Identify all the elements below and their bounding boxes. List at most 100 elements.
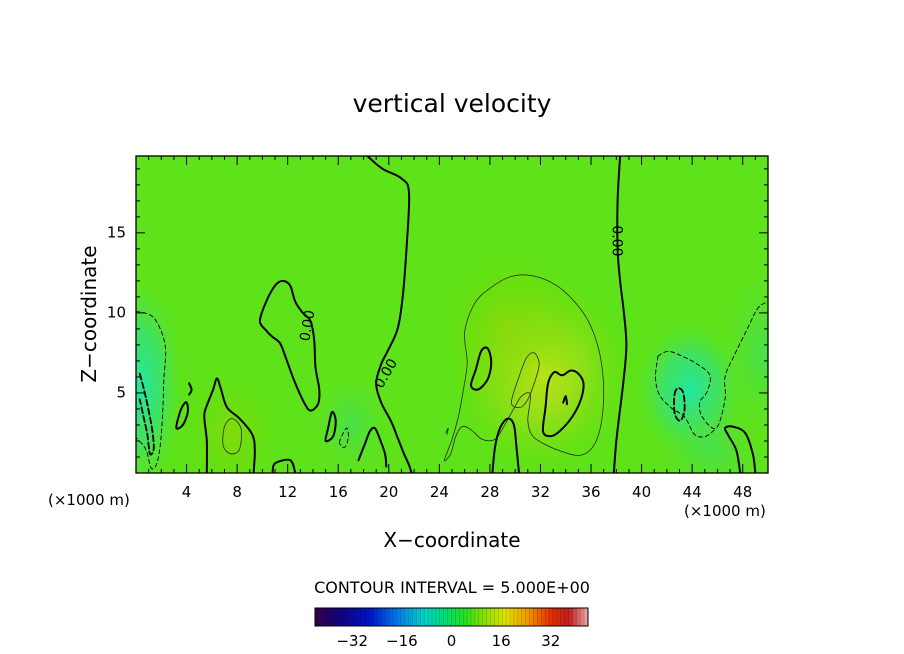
contour-zero-9 <box>491 417 520 473</box>
colorbar-swatch-13 <box>365 608 370 626</box>
colorbar-swatch-58 <box>541 608 546 626</box>
colorbar-swatch-7 <box>342 608 347 626</box>
x-axis-label: X−coordinate <box>383 528 520 552</box>
shade-mild-low-right <box>660 400 762 473</box>
x-tick-label-24: 24 <box>430 483 449 501</box>
colorbar-swatch-12 <box>361 608 366 626</box>
colorbar-swatch-60 <box>549 608 554 626</box>
colorbar-swatch-45 <box>490 608 495 626</box>
colorbar-swatch-68 <box>580 608 585 626</box>
x-unit-right: (×1000 m) <box>684 502 766 520</box>
colorbar-ticks: −32 −16 0 16 32 <box>336 632 560 650</box>
contour-zero-1 <box>612 156 628 473</box>
colorbar-swatch-35 <box>451 608 456 626</box>
colorbar-swatch-50 <box>510 608 515 626</box>
colorbar-swatch-57 <box>537 608 542 626</box>
colorbar-swatch-67 <box>576 608 581 626</box>
colorbar-swatch-25 <box>412 608 417 626</box>
colorbar-swatch-55 <box>529 608 534 626</box>
x-tick-label-4: 4 <box>182 483 192 501</box>
colorbar-swatch-37 <box>459 608 464 626</box>
x-tick-label-32: 32 <box>531 483 550 501</box>
colorbar-swatch-22 <box>400 608 405 626</box>
colorbar-swatch-28 <box>424 608 429 626</box>
colorbar-swatch-53 <box>521 608 526 626</box>
colorbar-swatch-18 <box>385 608 390 626</box>
shade-warm-left <box>180 368 282 473</box>
colorbar-swatch-31 <box>435 608 441 626</box>
colorbar-swatch-30 <box>432 608 437 626</box>
colorbar-swatch-20 <box>393 608 398 626</box>
contour-zero-10 <box>470 346 493 391</box>
x-tick-label-44: 44 <box>683 483 702 501</box>
colorbar-swatch-16 <box>377 608 382 626</box>
colorbar-swatch-29 <box>428 608 433 626</box>
colorbar-swatch-56 <box>533 608 538 626</box>
colorbar-swatch-49 <box>506 608 511 626</box>
chart-title: vertical velocity <box>353 89 552 118</box>
colorbar-swatch-66 <box>572 608 577 626</box>
contour-neg10-1 <box>673 387 686 422</box>
colorbar-swatch-24 <box>408 608 413 626</box>
colorbar-swatch-9 <box>350 608 355 626</box>
contour-neg5-3 <box>655 355 717 438</box>
colorbar-swatch-52 <box>517 608 522 626</box>
colorbar-swatch-2 <box>322 608 327 626</box>
contour-zero-13 <box>723 425 757 473</box>
x-tick-label-40: 40 <box>632 483 651 501</box>
contour-neg5-1 <box>339 427 349 448</box>
colorbar-swatch-36 <box>455 608 460 626</box>
colorbar-swatch-33 <box>443 608 448 626</box>
shade-mild-center <box>312 376 389 473</box>
y-axis-ticks: 5 10 15 <box>107 168 768 458</box>
colorbar-swatch-39 <box>467 608 472 626</box>
x-axis-ticks: 4 8 12 16 20 24 28 32 36 40 44 48 <box>135 156 769 501</box>
contour-label-0: 0.00 <box>297 309 318 342</box>
plot-area <box>136 156 768 473</box>
contour-zero-5 <box>357 426 388 468</box>
contour-pos5-1 <box>222 418 242 455</box>
y-tick-label-5: 5 <box>116 383 126 401</box>
colorbar-swatch-59 <box>545 608 550 626</box>
colorbar-swatch-40 <box>471 608 476 626</box>
y-tick-label-10: 10 <box>107 303 126 321</box>
colorbar-swatch-46 <box>494 608 499 626</box>
colorbar-swatch-26 <box>416 608 421 626</box>
colorbar-swatch-54 <box>525 608 530 626</box>
x-tick-label-8: 8 <box>232 483 242 501</box>
colorbar-tick-label-0: 0 <box>447 632 457 650</box>
x-tick-label-16: 16 <box>329 483 348 501</box>
contour-zero-2 <box>271 458 297 473</box>
colorbar-swatch-48 <box>502 608 507 626</box>
contour-pos5-0 <box>444 274 605 462</box>
x-tick-label-12: 12 <box>278 483 297 501</box>
shade-updraft-column <box>433 240 585 417</box>
x-tick-label-28: 28 <box>480 483 499 501</box>
y-axis-label: Z−coordinate <box>77 245 101 382</box>
colorbar-swatch-42 <box>478 608 483 626</box>
shade-downdraft-left <box>136 280 182 473</box>
colorbar-swatch-0 <box>315 608 320 626</box>
contour-neg10-0 <box>138 372 155 456</box>
colorbar <box>314 607 589 627</box>
colorbar-swatch-69 <box>584 608 589 626</box>
colorbar-swatch-4 <box>330 608 335 626</box>
colorbar-tick-label--16: −16 <box>386 632 418 650</box>
contour-label-2: 0.00 <box>608 225 624 256</box>
contour-zero-11 <box>541 369 585 438</box>
contour-zero-3 <box>203 377 256 473</box>
colorbar-swatch-6 <box>338 608 343 626</box>
colorbar-swatch-34 <box>447 608 452 626</box>
colorbar-swatch-61 <box>552 608 558 626</box>
colorbar-frame <box>314 607 589 627</box>
contour-zero-7 <box>175 401 190 430</box>
colorbar-swatch-8 <box>346 608 351 626</box>
x-tick-label-48: 48 <box>733 483 752 501</box>
x-tick-label-36: 36 <box>581 483 600 501</box>
colorbar-swatch-17 <box>381 608 386 626</box>
colorbar-tick-label-32: 32 <box>541 632 560 650</box>
y-tick-label-15: 15 <box>107 223 126 241</box>
contour-pos5-3 <box>445 427 449 435</box>
colorbar-swatch-47 <box>498 608 503 626</box>
colorbar-tick-label-16: 16 <box>492 632 511 650</box>
